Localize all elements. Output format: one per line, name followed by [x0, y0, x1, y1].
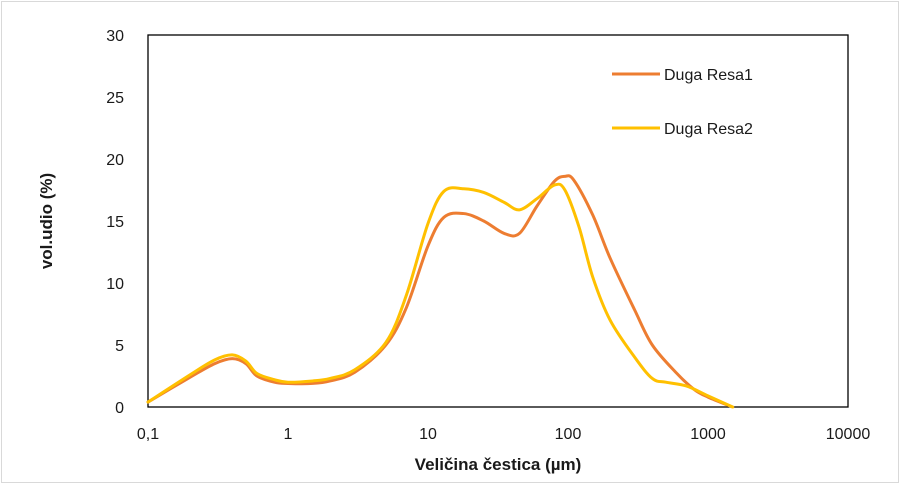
x-axis-ticks: 0,1 1 10 100 1000 10000 [137, 426, 870, 443]
y-axis-title: vol.udio (%) [37, 173, 56, 269]
y-tick-label: 25 [106, 90, 124, 107]
plot-area-border [147, 34, 849, 408]
y-axis-ticks: 0 5 10 15 20 25 30 [106, 28, 124, 417]
y-tick-label: 30 [106, 28, 124, 45]
y-tick-label: 15 [106, 214, 124, 231]
x-tick-label: 1000 [690, 426, 726, 443]
legend-label-2: Duga Resa2 [664, 121, 753, 138]
legend: Duga Resa1 Duga Resa2 [612, 67, 753, 138]
series-line-1 [146, 174, 735, 409]
x-tick-label: 100 [555, 426, 582, 443]
y-tick-label: 0 [115, 400, 124, 417]
x-tick-label: 10000 [826, 426, 871, 443]
y-tick-label: 20 [106, 152, 124, 169]
y-tick-label: 5 [115, 338, 124, 355]
series-layer [146, 174, 735, 409]
y-tick-label: 10 [106, 276, 124, 293]
series-line-2 [146, 182, 735, 409]
legend-label-1: Duga Resa1 [664, 67, 753, 84]
x-axis-title: Veličina čestica (µm) [415, 455, 582, 474]
x-tick-label: 1 [284, 426, 293, 443]
x-tick-label: 10 [419, 426, 437, 443]
x-tick-label: 0,1 [137, 426, 159, 443]
